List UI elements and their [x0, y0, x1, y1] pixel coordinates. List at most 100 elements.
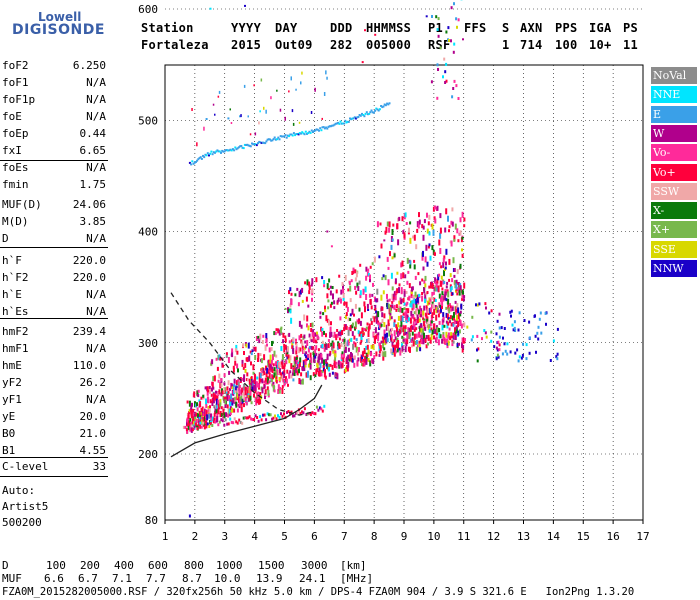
hf-spread-echo — [544, 311, 547, 315]
f2-lower-edge-echo — [244, 416, 247, 420]
f2-echo — [224, 402, 227, 408]
f2-echo — [298, 347, 301, 354]
f2-echo — [312, 351, 315, 357]
f2-echo — [292, 337, 295, 342]
f2-echo — [378, 353, 381, 357]
f2-echo — [457, 321, 460, 328]
f2-echo — [366, 344, 369, 350]
second-hop-echo — [230, 149, 233, 152]
f2-echo — [252, 382, 255, 387]
f2-echo — [298, 378, 301, 384]
f2-echo — [409, 317, 412, 324]
param-row-fof1: foF1 N/A — [2, 76, 106, 93]
f2-echo — [438, 320, 441, 325]
second-hop-spread-echo — [258, 121, 260, 125]
second-hop-echo — [302, 132, 305, 135]
second-hop-echo — [288, 135, 291, 138]
f2-echo — [438, 328, 441, 332]
second-hop-echo — [319, 127, 322, 130]
f2-echo — [323, 346, 326, 352]
f2-echo — [315, 352, 318, 356]
f2-echo — [365, 266, 368, 272]
distance-value: 200 — [80, 559, 100, 572]
f2-echo — [376, 298, 379, 303]
f2-echo — [197, 394, 200, 398]
hf-spread-echo — [476, 348, 478, 352]
f2-echo — [448, 229, 450, 233]
f2-echo — [257, 382, 260, 388]
isolated-echo — [227, 117, 230, 120]
f2-echo — [193, 391, 196, 398]
f2-echo — [344, 367, 347, 373]
f2-echo — [362, 332, 365, 336]
x-tick-label: 5 — [281, 530, 288, 543]
f2-echo — [406, 314, 409, 319]
f2-echo — [374, 337, 376, 344]
f2-echo — [456, 292, 459, 296]
f2-echo — [442, 317, 445, 323]
f2-echo — [455, 279, 458, 284]
f2-echo — [322, 366, 325, 372]
f2-echo — [436, 205, 439, 211]
f2-echo — [278, 377, 281, 381]
f2-echo — [218, 403, 220, 409]
hf-spread-echo — [556, 357, 559, 361]
hf-spread-echo — [495, 357, 498, 361]
f2-echo — [289, 355, 292, 361]
f2-echo — [243, 403, 245, 408]
f2-echo — [359, 341, 362, 345]
f2-echo — [438, 293, 441, 299]
f2-echo — [351, 308, 354, 315]
muf-label: MUF — [2, 572, 22, 585]
f2-echo — [250, 352, 253, 356]
f2-echo — [417, 294, 419, 299]
f2-echo — [260, 368, 263, 372]
f2-echo — [241, 387, 244, 394]
f2-echo — [393, 304, 396, 310]
param-value: 21.0 — [79, 427, 107, 440]
f2-echo — [253, 379, 256, 385]
f2-echo — [232, 392, 235, 396]
f2-echo — [447, 332, 450, 339]
f2-echo — [307, 304, 310, 308]
f2-echo — [431, 223, 434, 230]
f2-echo — [257, 358, 259, 362]
f2-echo — [389, 314, 392, 321]
f2-echo — [227, 390, 230, 394]
f2-echo — [393, 330, 396, 337]
second-hop-echo — [326, 127, 329, 130]
param-value: N/A — [86, 305, 106, 318]
f2-echo — [383, 322, 386, 328]
electron-density-profile-dashed — [170, 292, 315, 416]
f2-echo — [362, 288, 365, 295]
f2-echo — [222, 408, 225, 415]
x-tick-label: 4 — [251, 530, 258, 543]
f2-echo — [311, 322, 314, 328]
f2-lower-edge-echo — [202, 421, 205, 425]
f2-echo — [262, 334, 265, 338]
f2-echo — [215, 390, 217, 394]
f2-echo — [318, 367, 321, 372]
f2-echo — [268, 380, 271, 384]
f2-echo — [284, 335, 287, 339]
f2-echo — [461, 253, 464, 258]
f2-echo — [343, 301, 346, 305]
f2-echo — [396, 271, 399, 275]
f2-echo — [284, 338, 287, 343]
second-hop-echo — [343, 122, 346, 125]
hf-spread-echo — [453, 79, 456, 83]
f2-echo — [405, 320, 408, 324]
f2-echo — [244, 368, 247, 373]
f2-echo — [358, 307, 361, 312]
f2-echo — [397, 340, 400, 344]
f2-echo — [441, 305, 443, 310]
f2-echo — [326, 283, 329, 290]
f2-lower-edge-echo — [227, 422, 230, 426]
f2-echo — [321, 357, 324, 364]
f2-echo — [436, 287, 439, 292]
hf-spread-echo — [485, 335, 488, 339]
f2-echo — [199, 422, 202, 429]
f2-lower-edge-echo — [283, 412, 285, 416]
f2-echo — [424, 337, 427, 343]
f2-lower-edge-echo — [275, 417, 278, 421]
